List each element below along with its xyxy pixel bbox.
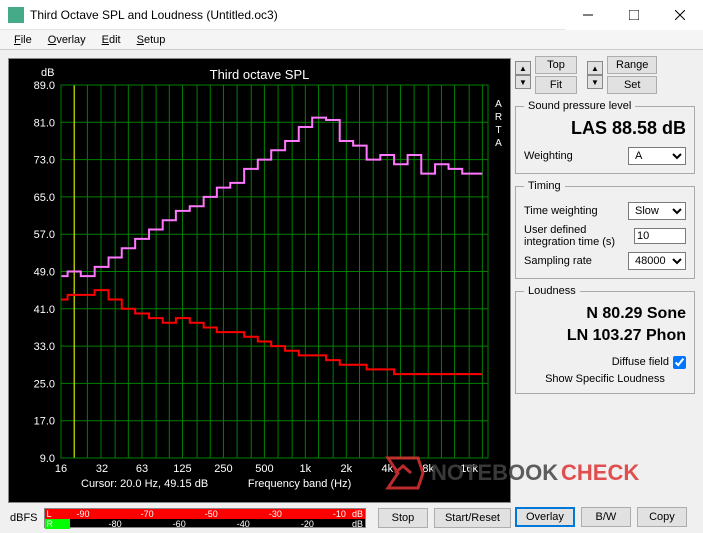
minimize-button[interactable] [565,0,611,30]
weighting-label: Weighting [524,150,573,162]
loudness-fieldset: Loudness N 80.29 Sone LN 103.27 Phon Dif… [515,285,695,394]
maximize-button[interactable] [611,0,657,30]
range-up-button[interactable]: ▲ [587,61,603,75]
stop-button[interactable]: Stop [378,508,428,528]
spl-fieldset: Sound pressure level LAS 88.58 dB Weight… [515,100,695,174]
svg-text:41.0: 41.0 [34,304,55,316]
diffuse-field-label: Diffuse field [612,356,669,368]
top-up-button[interactable]: ▲ [515,61,531,75]
time-weighting-label: Time weighting [524,205,598,217]
timing-fieldset: Timing Time weighting Slow User defined … [515,180,695,279]
menu-edit[interactable]: Edit [94,32,129,48]
dbfs-label: dBFS [10,512,38,524]
svg-text:8k: 8k [422,463,434,475]
integration-time-input[interactable] [634,228,686,244]
svg-text:89.0: 89.0 [34,80,55,92]
chart-svg: 9.0 17.0 25.0 33.0 41.0 49.0 57.0 65.0 73.0 81.0 8… [9,59,510,502]
chart-container[interactable]: 9.0 17.0 25.0 33.0 41.0 49.0 57.0 65.0 73.0 81.0 8… [8,58,511,503]
svg-text:4k: 4k [381,463,393,475]
close-button[interactable] [657,0,703,30]
chart-title: Third octave SPL [210,67,310,82]
top-button[interactable]: Top [535,56,577,74]
range-button[interactable]: Range [607,56,657,74]
range-down-button[interactable]: ▼ [587,75,603,89]
dbfs-meter: L-90-70-50-30-10dBR-80-60-40-20dB [44,508,366,528]
arta-label: ARTA [493,99,504,151]
svg-text:57.0: 57.0 [34,229,55,241]
svg-text:32: 32 [96,463,108,475]
cursor-readout: Cursor: 20.0 Hz, 49.15 dB [81,478,208,490]
svg-text:16k: 16k [460,463,478,475]
app-icon [8,7,24,23]
spl-legend: Sound pressure level [524,100,635,112]
svg-text:73.0: 73.0 [34,155,55,167]
svg-text:500: 500 [255,463,273,475]
svg-text:81.0: 81.0 [34,117,55,129]
svg-text:250: 250 [214,463,232,475]
diffuse-field-checkbox[interactable] [673,356,686,369]
show-specific-loudness[interactable]: Show Specific Loudness [524,373,686,385]
chart-xlabel: Frequency band (Hz) [248,478,351,490]
fit-button[interactable]: Fit [535,76,577,94]
timing-legend: Timing [524,180,565,192]
copy-button[interactable]: Copy [637,507,687,527]
menu-setup[interactable]: Setup [129,32,174,48]
svg-text:49.0: 49.0 [34,267,55,279]
menu-file[interactable]: File [6,32,40,48]
sampling-rate-label: Sampling rate [524,255,592,267]
svg-text:65.0: 65.0 [34,192,55,204]
svg-text:63: 63 [136,463,148,475]
svg-text:125: 125 [173,463,191,475]
svg-text:25.0: 25.0 [34,378,55,390]
loudness-n-reading: N 80.29 Sone [524,303,686,325]
svg-text:33.0: 33.0 [34,341,55,353]
svg-text:2k: 2k [340,463,352,475]
titlebar: Third Octave SPL and Loudness (Untitled.… [0,0,703,30]
window-title: Third Octave SPL and Loudness (Untitled.… [30,8,565,22]
overlay-button[interactable]: Overlay [515,507,575,527]
time-weighting-select[interactable]: Slow [628,202,686,220]
spl-reading: LAS 88.58 dB [524,118,686,139]
set-button[interactable]: Set [607,76,657,94]
top-down-button[interactable]: ▼ [515,75,531,89]
svg-text:16: 16 [55,463,67,475]
svg-text:17.0: 17.0 [34,416,55,428]
integration-time-label: User defined integration time (s) [524,224,624,248]
menubar: File Overlay Edit Setup [0,30,703,50]
loudness-ln-reading: LN 103.27 Phon [524,325,686,347]
bw-button[interactable]: B/W [581,507,631,527]
svg-text:9.0: 9.0 [40,453,55,465]
loudness-legend: Loudness [524,285,580,297]
start-reset-button[interactable]: Start/Reset [434,508,511,528]
chart-ylabel: dB [41,67,54,79]
sampling-rate-select[interactable]: 48000 [628,252,686,270]
svg-text:1k: 1k [300,463,312,475]
weighting-select[interactable]: A [628,147,686,165]
menu-overlay[interactable]: Overlay [40,32,94,48]
